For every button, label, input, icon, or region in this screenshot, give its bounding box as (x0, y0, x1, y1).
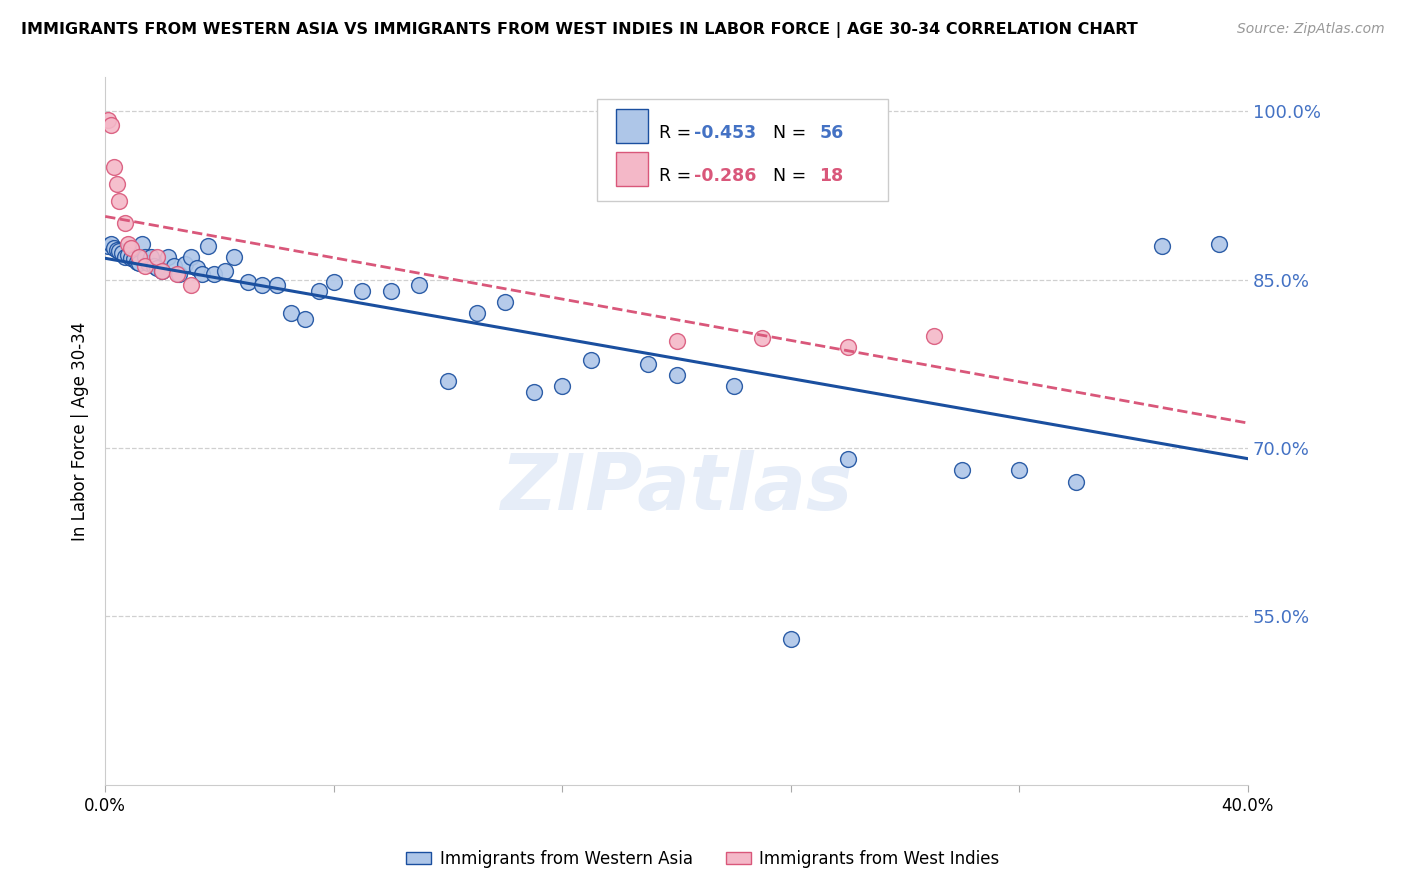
Point (266, 278, 288, 293)
Point (145, 261, 167, 276)
Point (108, 194, 131, 208)
Text: 56: 56 (820, 124, 844, 142)
Point (145, 250, 167, 264)
Point (1008, 463, 1031, 477)
Text: R =: R = (659, 124, 697, 142)
Point (294, 311, 316, 326)
Point (108, 244, 131, 259)
Point (308, 284, 330, 298)
Point (408, 278, 430, 293)
Point (1066, 475, 1088, 489)
Point (134, 259, 156, 273)
Point (637, 357, 659, 371)
Point (136, 255, 159, 269)
Text: N =: N = (762, 167, 813, 185)
Point (837, 340, 859, 354)
Point (180, 278, 202, 293)
Point (131, 236, 153, 251)
Point (1208, 236, 1230, 251)
Point (236, 275, 259, 289)
Point (125, 254, 148, 268)
Text: R =: R = (659, 167, 697, 185)
Point (280, 306, 302, 320)
Point (186, 261, 208, 276)
FancyBboxPatch shape (616, 153, 648, 186)
Point (322, 275, 344, 289)
FancyBboxPatch shape (596, 99, 889, 202)
Point (222, 250, 245, 264)
Point (169, 267, 191, 281)
Point (105, 177, 128, 191)
Point (252, 278, 274, 293)
Point (837, 452, 859, 467)
Point (120, 241, 142, 255)
Point (494, 295, 516, 310)
Point (197, 239, 219, 253)
FancyBboxPatch shape (616, 110, 648, 144)
Point (100, 236, 122, 251)
Point (114, 216, 136, 230)
Point (665, 334, 688, 349)
Point (751, 331, 773, 345)
Point (120, 251, 142, 265)
Text: 18: 18 (820, 167, 844, 185)
Point (150, 263, 173, 277)
Point (97, 239, 120, 253)
Point (380, 284, 402, 298)
Text: N =: N = (762, 124, 813, 142)
Point (202, 267, 225, 281)
Point (105, 244, 128, 258)
Point (103, 241, 125, 255)
Point (111, 245, 134, 260)
Point (180, 250, 202, 264)
Point (142, 259, 165, 273)
Point (166, 267, 188, 281)
Point (103, 161, 125, 175)
Text: ZIPatlas: ZIPatlas (501, 450, 852, 525)
Point (128, 255, 150, 269)
Point (579, 353, 602, 368)
Point (214, 263, 236, 277)
Point (97, 113, 120, 128)
Text: -0.286: -0.286 (693, 167, 756, 185)
Text: -0.453: -0.453 (693, 124, 756, 142)
Point (437, 374, 460, 388)
Point (352, 284, 374, 298)
Point (150, 263, 173, 277)
Point (723, 379, 745, 393)
Point (174, 257, 197, 271)
Point (191, 267, 214, 281)
Point (134, 250, 156, 264)
Point (122, 252, 145, 267)
Point (114, 250, 136, 264)
Text: Source: ZipAtlas.com: Source: ZipAtlas.com (1237, 22, 1385, 37)
Point (523, 384, 546, 399)
Point (157, 250, 180, 264)
Point (117, 248, 139, 262)
Point (163, 259, 186, 273)
Point (128, 250, 150, 264)
Point (465, 306, 488, 320)
Point (779, 632, 801, 646)
Point (551, 379, 574, 393)
Text: IMMIGRANTS FROM WESTERN ASIA VS IMMIGRANTS FROM WEST INDIES IN LABOR FORCE | AGE: IMMIGRANTS FROM WESTERN ASIA VS IMMIGRAN… (21, 22, 1137, 38)
Point (950, 463, 973, 477)
Point (665, 368, 688, 382)
Point (100, 118, 122, 132)
Point (922, 328, 945, 343)
Point (1152, 239, 1174, 253)
Point (117, 236, 139, 251)
Point (139, 250, 162, 264)
Legend: Immigrants from Western Asia, Immigrants from West Indies: Immigrants from Western Asia, Immigrants… (399, 844, 1007, 875)
Y-axis label: In Labor Force | Age 30-34: In Labor Force | Age 30-34 (72, 321, 89, 541)
